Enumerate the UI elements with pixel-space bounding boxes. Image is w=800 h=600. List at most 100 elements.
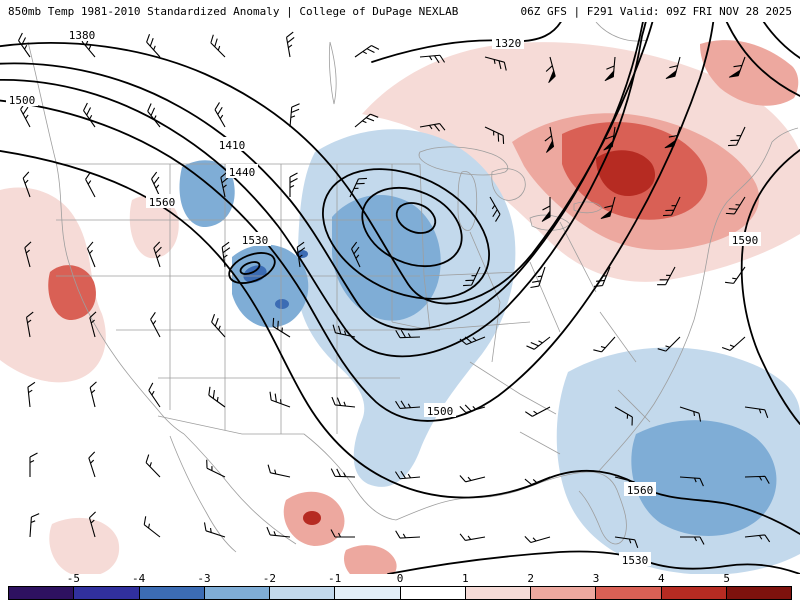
- contour-label-box: [239, 232, 271, 246]
- wind-barb-icon: [289, 102, 301, 129]
- state-lines-east: [391, 163, 651, 455]
- colorbar-tick-label: 1: [462, 572, 469, 585]
- anomaly-region-positive: [596, 150, 656, 197]
- wind-barb-icon: [143, 33, 167, 58]
- weather-map-canvas: 1380 1500 1320 1410 1440 1560 1530 1500 1590 1560…: [0, 22, 800, 574]
- wind-barb-icon: [146, 382, 167, 408]
- wind-barb-icon: [330, 396, 357, 408]
- contour-label: 1560: [149, 196, 176, 209]
- wind-barb-icon: [265, 464, 293, 478]
- anomaly-region-positive: [48, 265, 96, 321]
- height-contours: [0, 22, 800, 574]
- contour-corner-ne: [725, 22, 800, 97]
- colorbar-segment: [138, 587, 204, 599]
- colorbar-tick-label: -4: [132, 572, 146, 585]
- colorbar-segment: [9, 587, 74, 599]
- anomaly-region-negative: [332, 195, 441, 321]
- contour-trough-ring-inner: [395, 202, 437, 234]
- colorbar-tick-label: 3: [592, 572, 600, 585]
- anomaly-region-negative: [232, 244, 309, 328]
- wind-barb-icon: [459, 529, 486, 542]
- contour-label-box: [66, 27, 98, 41]
- wind-barb-icon: [395, 528, 421, 539]
- colorbar-segment: [725, 587, 791, 599]
- title-bar: 850mb Temp 1981-2010 Standardized Anomal…: [0, 0, 800, 22]
- contour-label: 1440: [229, 166, 256, 179]
- wind-barb-icon: [285, 31, 298, 58]
- colorbar-segments: [8, 586, 792, 600]
- contour-1530-closed-low: [228, 252, 276, 284]
- colorbar-segment: [399, 587, 465, 599]
- anomaly-shading: [0, 40, 800, 574]
- contour-trough-ring-mid: [361, 186, 463, 268]
- colorbar-segment: [73, 587, 139, 599]
- colorbar: -5 -4 -3 -2 -1 0 1 2 3 4 5: [0, 572, 800, 600]
- wind-barb-icon: [721, 330, 746, 354]
- colorbar-tick-label: 2: [527, 572, 534, 585]
- wind-barb-icon: [525, 330, 551, 353]
- contour-label-box: [624, 482, 656, 496]
- wind-barb-icon: [29, 512, 40, 539]
- chart-title: 850mb Temp 1981-2010 Standardized Anomal…: [8, 4, 459, 18]
- wind-barb-icon: [148, 311, 168, 338]
- colorbar-tick-label: 4: [658, 572, 665, 585]
- contour-label: 1500: [427, 405, 454, 418]
- colorbar-tick-label: 5: [723, 572, 730, 585]
- wind-barb-icon: [212, 101, 233, 128]
- wind-barb-icon: [87, 451, 103, 478]
- contour-label: 1530: [622, 554, 649, 567]
- coastline-pacific: [27, 41, 185, 435]
- lake-michigan: [457, 171, 478, 231]
- colorbar-tick-labels: -5 -4 -3 -2 -1 0 1 2 3 4 5: [8, 572, 792, 586]
- state-lines-west: [169, 164, 393, 434]
- contour-label: 1530: [242, 234, 269, 247]
- wind-barb-icon: [459, 469, 486, 484]
- contour-1530-closed-low-inner: [239, 261, 261, 275]
- contour-label: 1380: [69, 29, 96, 42]
- contour-1590-ridge: [740, 149, 800, 425]
- wind-barb-icon: [524, 529, 551, 545]
- contour-label-box: [226, 164, 258, 178]
- coastline-atlantic: [597, 127, 799, 473]
- wind-barb-icon: [592, 331, 616, 356]
- colorbar-tick-label: 0: [396, 572, 404, 585]
- model-run-info: 06Z GFS | F291 Valid: 09Z FRI NOV 28 202…: [520, 4, 792, 18]
- colorbar-segment: [334, 587, 400, 599]
- anomaly-region-positive: [700, 40, 799, 106]
- colorbar-segment: [203, 587, 269, 599]
- wind-barb-icon: [289, 172, 299, 198]
- wind-barb-icon: [208, 313, 232, 338]
- contour-label: 1500: [9, 94, 36, 107]
- colorbar-segment: [269, 587, 335, 599]
- colorbar-segment: [660, 587, 726, 599]
- contour-label: 1590: [732, 234, 759, 247]
- anomaly-region-positive: [129, 195, 179, 259]
- wind-barb-icon: [142, 453, 166, 478]
- contour-label-box: [216, 137, 248, 151]
- lake-superior: [418, 146, 509, 176]
- wind-barb-icon: [29, 452, 39, 478]
- wind-barb-icon: [88, 381, 103, 408]
- mexico-border-line: [157, 415, 397, 521]
- anomaly-region-positive: [49, 518, 120, 574]
- contour-corner-ne-2: [762, 22, 800, 59]
- contour-label-box: [619, 552, 651, 566]
- contour-labels: 1380 1500 1320 1410 1440 1560 1530 1500 1590 1560…: [6, 27, 761, 567]
- wind-barb-icon: [26, 381, 39, 408]
- contour-1410: [0, 22, 644, 331]
- anomaly-region-positive: [344, 545, 397, 574]
- colorbar-segment: [464, 587, 530, 599]
- anomaly-region-positive: [303, 511, 321, 525]
- canada-lakes: [328, 22, 649, 105]
- contour-label: 1320: [495, 37, 522, 50]
- contour-label: 1560: [627, 484, 654, 497]
- contour-label-box: [6, 92, 38, 106]
- contour-trough-ring-outer: [322, 168, 490, 300]
- colorbar-segment: [530, 587, 596, 599]
- lake-huron: [491, 168, 526, 201]
- wind-barb-icon: [207, 34, 231, 58]
- colorbar-tick-label: -1: [328, 572, 342, 585]
- contour-1500: [0, 22, 715, 422]
- contour-label-box: [729, 232, 761, 246]
- contour-label-box: [424, 403, 456, 417]
